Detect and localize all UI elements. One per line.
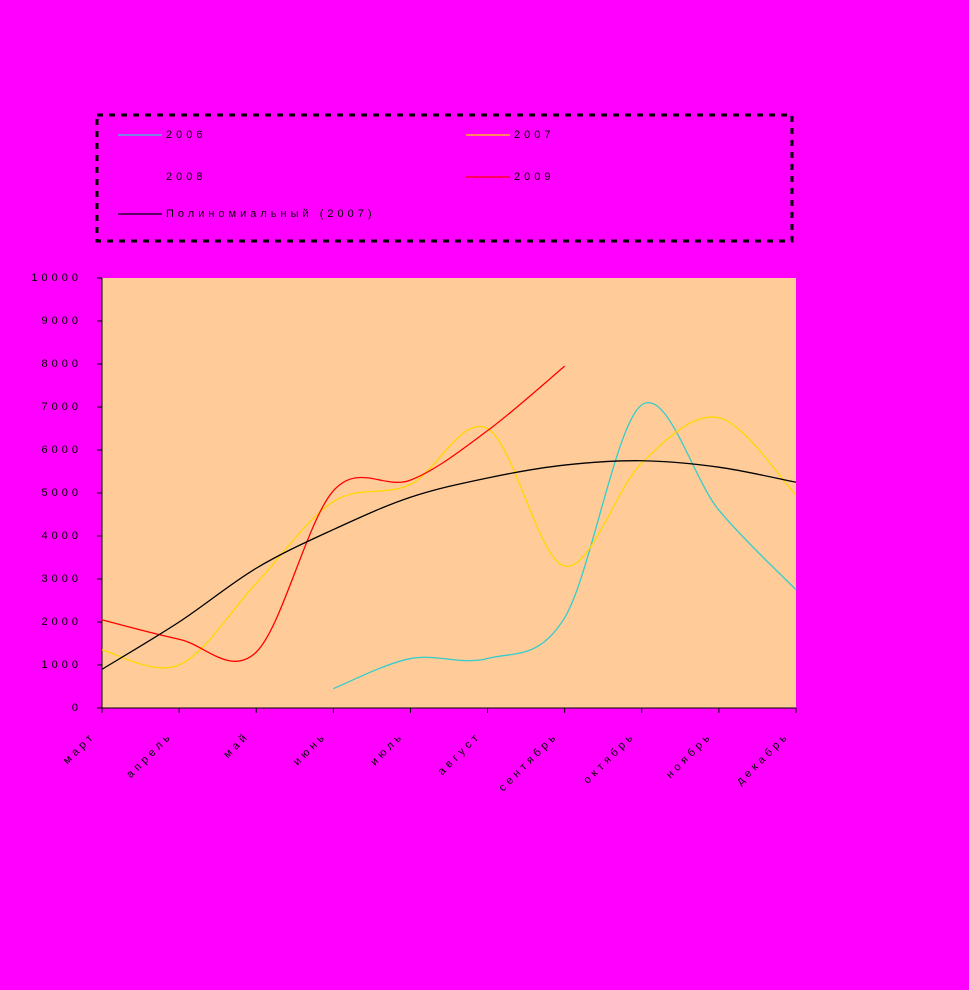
series-line <box>333 401 797 690</box>
x-tick-label: декабрь <box>734 730 792 788</box>
series-line <box>101 416 797 669</box>
y-tick-label: 2000 <box>42 616 82 628</box>
y-tick-label: 6000 <box>42 444 82 456</box>
legend-label: 2008 <box>166 171 206 183</box>
legend-label: Полиномиальный (2007) <box>166 208 376 220</box>
y-tick-label: 0 <box>72 702 82 714</box>
x-tick-label: март <box>61 730 98 767</box>
legend-label: 2009 <box>514 171 554 183</box>
y-tick-label: 3000 <box>42 573 82 585</box>
x-tick-label: июль <box>368 730 406 768</box>
y-tick-label: 5000 <box>42 487 82 499</box>
y-tick-label: 1000 <box>42 659 82 671</box>
x-tick-label: апрель <box>124 730 175 781</box>
series-line <box>101 365 566 662</box>
legend-box <box>95 113 794 243</box>
y-tick-label: 4000 <box>42 530 82 542</box>
y-tick-label: 9000 <box>42 315 82 327</box>
x-tick-label: август <box>436 730 484 778</box>
x-tick-label: май <box>221 730 252 761</box>
x-tick-label: октябрь <box>581 730 638 787</box>
x-tick-label: июнь <box>291 730 329 768</box>
legend-label: 2007 <box>514 129 554 141</box>
y-tick-label: 10000 <box>31 272 82 284</box>
series-line <box>101 460 797 670</box>
legend-label: 2006 <box>166 129 206 141</box>
x-tick-label: ноябрь <box>664 730 715 781</box>
y-tick-label: 7000 <box>42 401 82 413</box>
y-tick-label: 8000 <box>42 358 82 370</box>
plot-area <box>102 278 796 708</box>
x-tick-label: сентябрь <box>497 730 561 794</box>
